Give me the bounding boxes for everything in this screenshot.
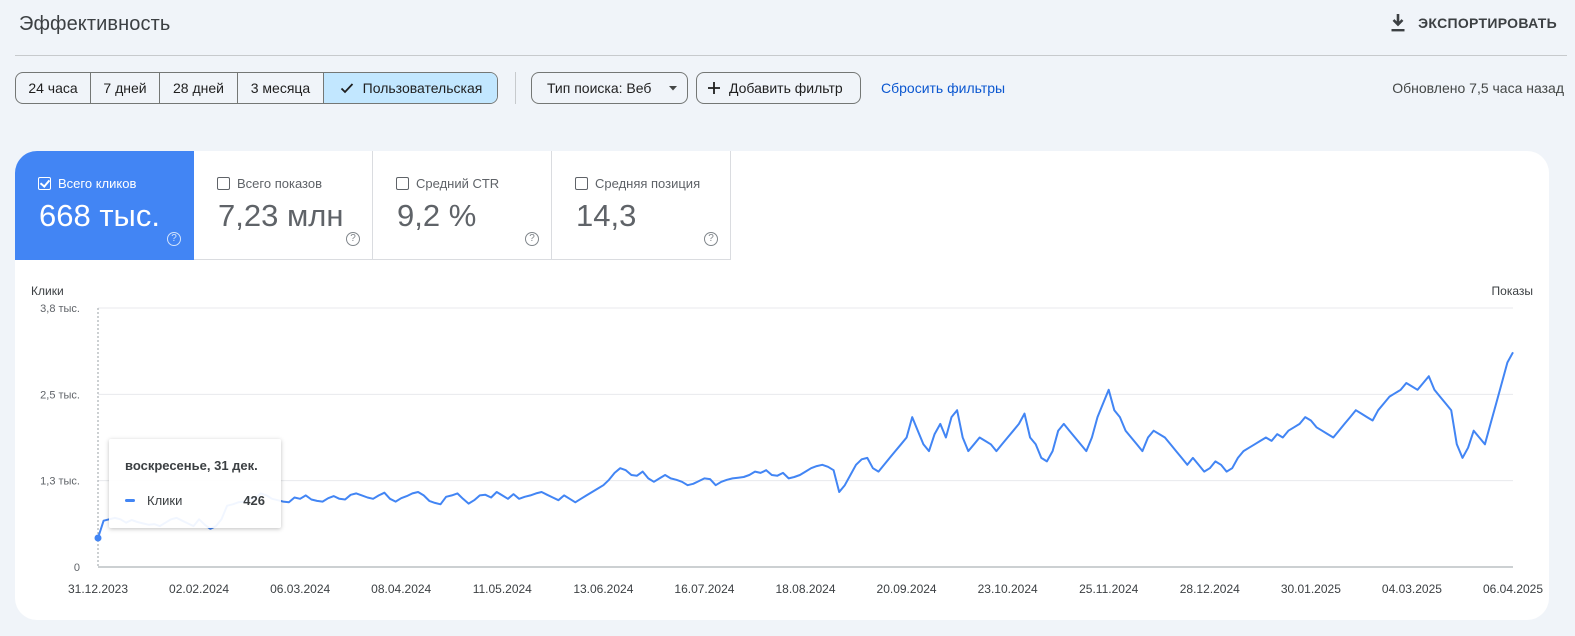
checkbox-icon[interactable] — [396, 177, 409, 190]
plus-icon — [708, 82, 720, 94]
tooltip-series-name: Клики — [147, 493, 183, 508]
metric-tabs: Всего кликов 668 тыс. ? Всего показов 7,… — [15, 151, 731, 260]
x-tick-label: 25.11.2024 — [1079, 582, 1138, 596]
add-filter-label: Добавить фильтр — [729, 80, 843, 96]
help-icon[interactable]: ? — [525, 232, 539, 246]
x-tick-label: 08.04.2024 — [371, 582, 431, 596]
export-button[interactable]: ЭКСПОРТИРОВАТЬ — [1390, 14, 1557, 32]
hover-point — [94, 534, 102, 542]
left-axis-title: Клики — [31, 284, 64, 298]
metric-label: Всего показов — [237, 176, 322, 191]
metric-label: Всего кликов — [58, 176, 137, 191]
x-tick-label: 16.07.2024 — [674, 582, 734, 596]
x-tick-label: 11.05.2024 — [473, 582, 532, 596]
x-tick-label: 06.04.2025 — [1483, 582, 1543, 596]
help-icon[interactable]: ? — [346, 232, 360, 246]
x-tick-label: 28.12.2024 — [1180, 582, 1240, 596]
series-swatch — [125, 499, 135, 502]
y-tick-label: 2,5 тыс. — [40, 389, 80, 401]
tooltip-date: воскресенье, 31 дек. — [125, 458, 258, 473]
search-type-dropdown[interactable]: Тип поиска: Веб — [531, 72, 688, 104]
help-icon[interactable]: ? — [704, 232, 718, 246]
metric-tab-impressions[interactable]: Всего показов 7,23 млн ? — [194, 151, 373, 260]
chart-tooltip: воскресенье, 31 дек. Клики 426 — [109, 439, 281, 528]
x-tick-label: 02.02.2024 — [169, 582, 229, 596]
range-3m-button[interactable]: 3 месяца — [238, 73, 324, 103]
performance-card: Клики Показы 0 1,3 тыс. 2,5 тыс. 3,8 тыс. 31.1… — [15, 151, 1549, 620]
metric-tab-position[interactable]: Средняя позиция 14,3 ? — [552, 151, 731, 260]
date-range-selector: 24 часа 7 дней 28 дней 3 месяца Пользова… — [15, 72, 498, 104]
search-type-label: Тип поиска: Веб — [547, 80, 652, 96]
filter-separator — [515, 72, 516, 104]
metric-value: 9,2 % — [397, 198, 477, 233]
checkbox-icon[interactable] — [575, 177, 588, 190]
page-header: Эффективность ЭКСПОРТИРОВАТЬ — [0, 0, 1575, 48]
x-tick-label: 04.03.2025 — [1382, 582, 1442, 596]
export-label: ЭКСПОРТИРОВАТЬ — [1418, 15, 1557, 31]
metric-label: Средняя позиция — [595, 176, 701, 191]
range-custom-label: Пользовательская — [362, 80, 483, 96]
x-tick-label: 30.01.2025 — [1281, 582, 1341, 596]
x-tick-label: 13.06.2024 — [573, 582, 633, 596]
y-tick-label: 3,8 тыс. — [40, 303, 80, 315]
last-updated-text: Обновлено 7,5 часа назад — [1392, 80, 1564, 96]
metric-value: 668 тыс. — [39, 198, 160, 233]
range-24h-button[interactable]: 24 часа — [16, 73, 91, 103]
header-divider — [15, 55, 1567, 56]
metric-label: Средний CTR — [416, 176, 500, 191]
caret-down-icon — [669, 86, 678, 91]
range-custom-button[interactable]: Пользовательская — [324, 73, 497, 103]
x-tick-label: 31.12.2023 — [68, 582, 128, 596]
series-line — [97, 351, 1514, 539]
metric-tab-clicks[interactable]: Всего кликов 668 тыс. ? — [15, 151, 194, 260]
filter-bar: 24 часа 7 дней 28 дней 3 месяца Пользова… — [15, 72, 1005, 104]
tooltip-value: 426 — [243, 493, 265, 508]
download-icon — [1391, 14, 1405, 32]
metric-value: 14,3 — [576, 198, 637, 233]
page-title: Эффективность — [19, 13, 171, 35]
tooltip-row: Клики 426 — [125, 493, 265, 508]
x-tick-label: 06.03.2024 — [270, 582, 330, 596]
x-tick-label: 20.09.2024 — [877, 582, 937, 596]
add-filter-button[interactable]: Добавить фильтр — [696, 72, 861, 104]
y-tick-label: 1,3 тыс. — [40, 476, 80, 488]
y-tick-label: 0 — [74, 562, 80, 574]
reset-filters-link[interactable]: Сбросить фильтры — [881, 80, 1006, 96]
right-axis-title: Показы — [1492, 284, 1533, 298]
checkbox-checked-icon[interactable] — [38, 177, 51, 190]
x-tick-label: 18.08.2024 — [775, 582, 835, 596]
x-tick-label: 23.10.2024 — [978, 582, 1038, 596]
range-7d-button[interactable]: 7 дней — [91, 73, 160, 103]
clicks-line-chart[interactable]: Клики Показы 0 1,3 тыс. 2,5 тыс. 3,8 тыс. 31.1… — [15, 151, 1549, 620]
checkbox-icon[interactable] — [217, 177, 230, 190]
metric-value: 7,23 млн — [218, 198, 344, 233]
check-icon — [340, 83, 353, 94]
metric-tab-ctr[interactable]: Средний CTR 9,2 % ? — [373, 151, 552, 260]
help-icon[interactable]: ? — [167, 232, 181, 246]
range-28d-button[interactable]: 28 дней — [160, 73, 238, 103]
